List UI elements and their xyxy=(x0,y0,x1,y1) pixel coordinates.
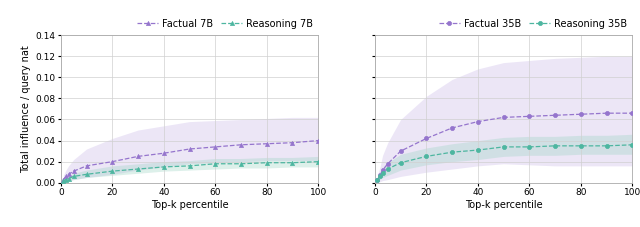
Reasoning 7B xyxy=(108,170,116,173)
Reasoning 35B xyxy=(422,155,430,158)
Factual 7B xyxy=(62,175,70,178)
Factual 35B xyxy=(474,120,482,123)
Reasoning 35B xyxy=(376,175,384,178)
X-axis label: Top-k percentile: Top-k percentile xyxy=(465,200,543,210)
Reasoning 35B xyxy=(628,143,636,146)
Factual 35B xyxy=(422,137,430,140)
Reasoning 7B xyxy=(160,165,168,168)
Reasoning 35B xyxy=(577,144,585,147)
Y-axis label: Total influence / query nat: Total influence / query nat xyxy=(21,45,31,173)
Factual 7B xyxy=(160,152,168,155)
Factual 7B xyxy=(289,141,296,144)
Factual 7B xyxy=(211,146,219,148)
Reasoning 7B xyxy=(83,173,90,176)
Reasoning 7B xyxy=(314,160,322,163)
Line: Factual 7B: Factual 7B xyxy=(61,138,321,182)
Reasoning 7B xyxy=(237,162,245,165)
Reasoning 7B xyxy=(70,175,77,178)
Reasoning 7B xyxy=(65,177,72,180)
Line: Reasoning 7B: Reasoning 7B xyxy=(61,160,321,183)
Factual 35B xyxy=(551,114,559,117)
Reasoning 7B xyxy=(134,168,142,170)
Factual 7B xyxy=(70,170,77,173)
Reasoning 35B xyxy=(603,144,611,147)
Legend: Factual 35B, Reasoning 35B: Factual 35B, Reasoning 35B xyxy=(439,19,627,29)
Reasoning 35B xyxy=(551,144,559,147)
Reasoning 7B xyxy=(263,161,271,164)
Reasoning 7B xyxy=(60,179,67,182)
Reasoning 35B xyxy=(474,149,482,151)
Factual 7B xyxy=(60,178,67,181)
Legend: Factual 7B, Reasoning 7B: Factual 7B, Reasoning 7B xyxy=(137,19,314,29)
Reasoning 7B xyxy=(62,178,70,181)
Factual 35B xyxy=(577,113,585,116)
Factual 35B xyxy=(525,115,533,118)
Factual 35B xyxy=(376,174,384,177)
Reasoning 35B xyxy=(500,146,508,148)
Factual 35B xyxy=(603,112,611,115)
Reasoning 35B xyxy=(374,178,381,181)
Factual 7B xyxy=(314,139,322,142)
Factual 35B xyxy=(379,169,387,171)
Reasoning 7B xyxy=(211,162,219,165)
Factual 35B xyxy=(448,127,456,129)
Reasoning 7B xyxy=(186,165,193,167)
Reasoning 35B xyxy=(379,172,387,175)
X-axis label: Top-k percentile: Top-k percentile xyxy=(150,200,228,210)
Factual 7B xyxy=(263,142,271,145)
Factual 7B xyxy=(83,165,90,167)
Factual 7B xyxy=(237,143,245,146)
Reasoning 7B xyxy=(289,161,296,164)
Line: Factual 35B: Factual 35B xyxy=(376,111,634,182)
Factual 7B xyxy=(134,155,142,158)
Reasoning 35B xyxy=(525,146,533,148)
Factual 35B xyxy=(384,162,392,165)
Factual 35B xyxy=(500,116,508,119)
Line: Reasoning 35B: Reasoning 35B xyxy=(376,143,634,182)
Factual 7B xyxy=(65,173,72,176)
Factual 35B xyxy=(628,112,636,115)
Factual 7B xyxy=(108,160,116,163)
Reasoning 35B xyxy=(397,161,404,164)
Reasoning 35B xyxy=(384,168,392,170)
Factual 7B xyxy=(186,148,193,150)
Reasoning 35B xyxy=(448,151,456,153)
Factual 35B xyxy=(397,150,404,153)
Factual 35B xyxy=(374,178,381,181)
